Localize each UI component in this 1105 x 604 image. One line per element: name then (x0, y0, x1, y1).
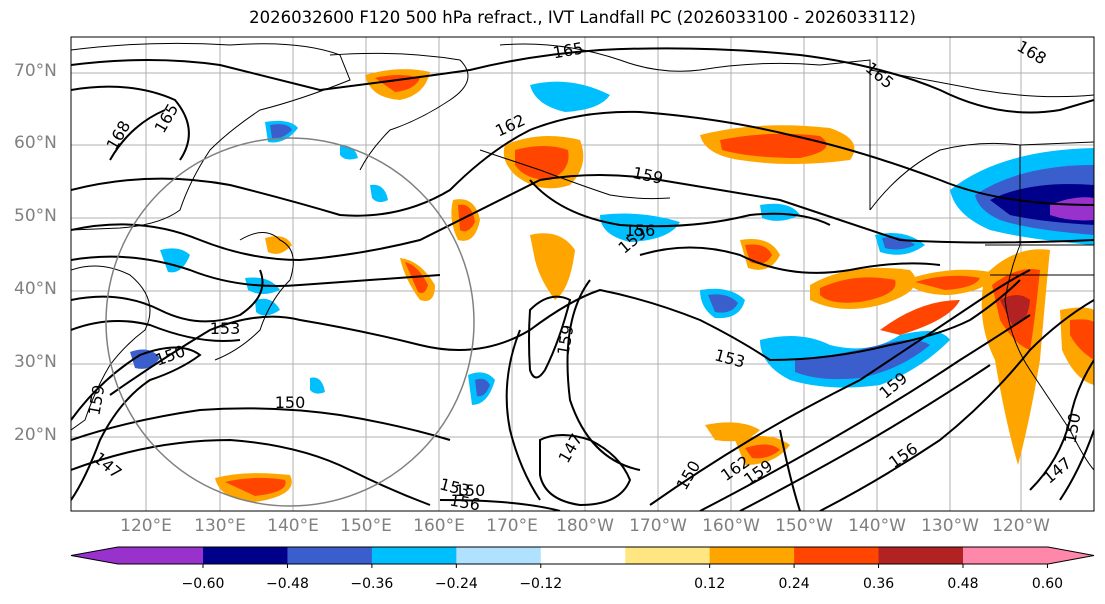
colorbar-outline (70, 546, 1095, 565)
lat-label: 60°N (14, 133, 57, 153)
lon-label: 120°W (992, 516, 1050, 536)
colorbar-segment (963, 547, 1094, 564)
colorbar-segment (287, 547, 373, 564)
contour-label: 150 (455, 481, 486, 500)
lat-label: 20°N (14, 425, 57, 445)
colorbar-segment (540, 547, 626, 564)
colorbar-segment (71, 547, 203, 564)
ivt-shading (130, 69, 1094, 502)
colorbar-tick-label: −0.36 (350, 576, 394, 592)
colorbar-segment (203, 547, 288, 564)
contour-label: 156 (625, 221, 656, 240)
lon-label: 130°E (194, 516, 246, 536)
lon-label: 170°W (629, 516, 687, 536)
contour-label: 153 (210, 319, 241, 338)
colorbar-segment (625, 547, 711, 564)
lon-label: 140°E (267, 516, 319, 536)
colorbar-tick-label: 0.48 (947, 576, 979, 592)
map-title: 2026032600 F120 500 hPa refract., IVT La… (249, 8, 916, 27)
colorbar-tick-label: −0.48 (265, 576, 309, 592)
colorbar-segment (794, 547, 880, 564)
refractivity-contours (71, 47, 1094, 511)
colorbar-segment (709, 547, 795, 564)
colorbar-tick-label: −0.24 (434, 576, 478, 592)
range-circle (105, 137, 475, 507)
colorbar-tick-label: −0.60 (181, 576, 225, 592)
lon-label: 150°W (775, 516, 833, 536)
colorbar-tick-label: 0.24 (778, 576, 810, 592)
lon-label: 130°W (921, 516, 979, 536)
lon-label: 170°E (486, 516, 538, 536)
contour-label: 156 (448, 490, 481, 514)
coastlines (71, 42, 1094, 471)
lon-label: 160°W (702, 516, 760, 536)
plot-frame (70, 36, 1095, 512)
lon-label: 150°E (340, 516, 392, 536)
colorbar-segment (878, 547, 964, 564)
lat-label: 50°N (14, 206, 57, 226)
lon-label: 180°W (556, 516, 614, 536)
colorbar-tick-label: 0.12 (694, 576, 726, 592)
lon-label: 160°E (413, 516, 465, 536)
plot-area: 165 1681651681651621591591591591531531501… (71, 37, 1094, 514)
colorbar-segment (371, 547, 457, 564)
colorbar-tick-label: 0.36 (862, 576, 895, 592)
lat-label: 40°N (14, 279, 57, 299)
colorbar-tick-label: −0.12 (519, 576, 563, 592)
lon-label: 120°E (120, 516, 172, 536)
colorbar-segment (456, 547, 542, 564)
colorbar (70, 546, 1095, 568)
lat-label: 70°N (14, 61, 57, 81)
lon-label: 140°W (848, 516, 906, 536)
lat-label: 30°N (14, 352, 57, 372)
contour-label: 150 (275, 393, 306, 412)
colorbar-tick-label: 0.60 (1031, 576, 1064, 592)
